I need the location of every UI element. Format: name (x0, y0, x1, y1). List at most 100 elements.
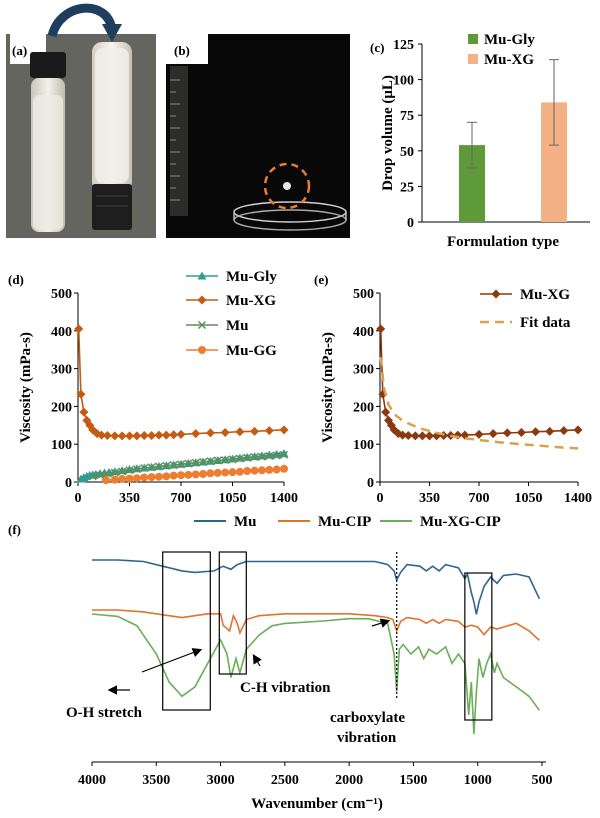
chartD-point-mu (228, 455, 237, 464)
chartD-point-mu-xg (74, 324, 84, 334)
f-box-fingerprint (464, 572, 493, 721)
chartD-point-mu-xg (279, 425, 289, 435)
chartD-legend-label-mu-gg: Mu-GG (226, 343, 277, 359)
chartE-point-mu-xg (531, 427, 541, 437)
chartE-point-mu-xg (474, 429, 484, 439)
chartD-point-mu-xg (205, 428, 215, 438)
chartD-point-mu-gg (118, 474, 127, 483)
chartD-point-mu-gg (162, 472, 171, 481)
chartD-point-mu (279, 450, 289, 459)
f-xtick-label: 2500 (271, 773, 299, 788)
chartD-point-mu-xg (191, 429, 201, 439)
chartE-point-mu-xg (545, 426, 555, 436)
x-stroke (103, 469, 112, 478)
chartD-point-mu (199, 457, 208, 466)
f-legend-label: Mu-CIP (318, 514, 371, 530)
chartD-point-mu-gg (272, 465, 281, 474)
chartD-point-mu (154, 462, 163, 471)
panel-d-label: (d) (8, 272, 24, 287)
c-legend-label-gly: Mu-Gly (484, 32, 535, 48)
chartD-point-mu-gg (177, 471, 185, 480)
chartE-ytick-label: 100 (353, 438, 374, 453)
chartE-xtick-label: 0 (377, 491, 384, 506)
chartD-point-mu-gg (235, 467, 244, 476)
panel-f-label: (f) (8, 522, 21, 537)
chartE-series-fit-data (379, 357, 579, 450)
chartE-point-mu-xg (573, 425, 583, 435)
chartD-point-mu (213, 456, 222, 465)
x-stroke (191, 458, 200, 467)
chartD-point-mu-xg (220, 427, 230, 437)
panel-a-photo (6, 3, 156, 238)
chartD-point-mu (147, 463, 156, 472)
chartE-point-mu-xg (559, 426, 569, 436)
chartD-legend-label-mu-gly: Mu-Gly (226, 269, 277, 285)
drop (283, 182, 291, 190)
chartD-xtick-label: 700 (171, 491, 192, 506)
chartD-point-mu (176, 460, 186, 469)
chartE-point-mu-xg (410, 431, 420, 441)
chartD-point-mu (103, 469, 112, 478)
x-stroke (154, 462, 163, 471)
chartD-point-mu (169, 460, 178, 470)
f-box-ch (218, 551, 247, 675)
x-stroke (132, 465, 141, 474)
chartD-legend-label-mu-xg: Mu-XG (226, 293, 276, 309)
f-legend-label: Mu (234, 514, 257, 530)
f-xtick-label: 1000 (464, 773, 492, 788)
panel-a-label: (a) (12, 43, 27, 58)
x-stroke (235, 454, 244, 463)
c-ytick-label: 100 (393, 74, 414, 89)
panel-b-photo (166, 34, 350, 238)
chartD-point-mu (118, 467, 127, 476)
chartD-point-mu (184, 459, 193, 468)
x-stroke (279, 450, 289, 459)
chartD-point-mu (162, 461, 171, 470)
chartE-point-mu-xg (381, 407, 391, 417)
chartD-point-mu-xg (125, 431, 134, 441)
chartD-point-mu-gg (184, 470, 193, 479)
c-legend-swatch-xg (468, 54, 478, 64)
chart-f-ftir: 4000 3500 3000 2500 2000 1500 1000 500 Wavenumbe… (66, 514, 553, 812)
chartE-ytick-label: 500 (353, 287, 374, 302)
chartD-point-mu (272, 451, 281, 460)
chartE-point-mu-xg (417, 431, 427, 441)
f-series-mu (92, 559, 541, 615)
x-stroke (272, 451, 281, 460)
chartD-ytick-label: 400 (51, 325, 72, 340)
chartE-point-mu-xg (488, 429, 498, 439)
chartD-point-mu-xg (102, 431, 112, 441)
c-x-axis-title: Formulation type (447, 234, 559, 250)
f-arrow-oh (141, 648, 203, 673)
c-legend-label-xg: Mu-XG (484, 52, 534, 68)
x-stroke (88, 472, 97, 481)
x-stroke (221, 456, 230, 465)
chartE-ytick-label: 300 (353, 363, 374, 378)
chartD-xtick-label: 0 (75, 491, 82, 506)
chartD-xtick-label: 1400 (270, 491, 298, 506)
f-box-oh (162, 551, 211, 711)
chartD-point-mu-gg (147, 473, 156, 482)
f-legend-label: Mu-XG-CIP (420, 514, 501, 530)
chartD-point-mu-xg (161, 430, 171, 440)
chartD-xtick-label: 1050 (219, 491, 247, 506)
chartD-legend-marker-mu-xg (197, 295, 207, 305)
x-stroke (147, 463, 156, 472)
panel-c-label: (c) (370, 40, 384, 55)
chartD-point-mu-gg (132, 474, 141, 483)
chartD-point-mu (206, 457, 215, 466)
chartD-legend-label-mu: Mu (226, 318, 249, 334)
chartE-ytick-label: 400 (353, 325, 374, 340)
c-legend-swatch-gly (468, 34, 478, 44)
chartE-xtick-label: 1050 (515, 491, 543, 506)
c-ytick-label: 0 (407, 216, 414, 231)
panel-e-label: (e) (314, 272, 328, 287)
f-annot-oh: O-H stretch (66, 705, 143, 721)
f-arrow-ch (252, 653, 262, 667)
chartD-point-mu (88, 472, 97, 481)
invert-arrow-icon (47, 3, 117, 38)
chartD-point-mu (243, 453, 252, 462)
chartD-point-mu-gg (191, 470, 200, 479)
chartD-point-mu-gg (243, 467, 252, 476)
chartD-point-mu-gg (169, 471, 178, 480)
